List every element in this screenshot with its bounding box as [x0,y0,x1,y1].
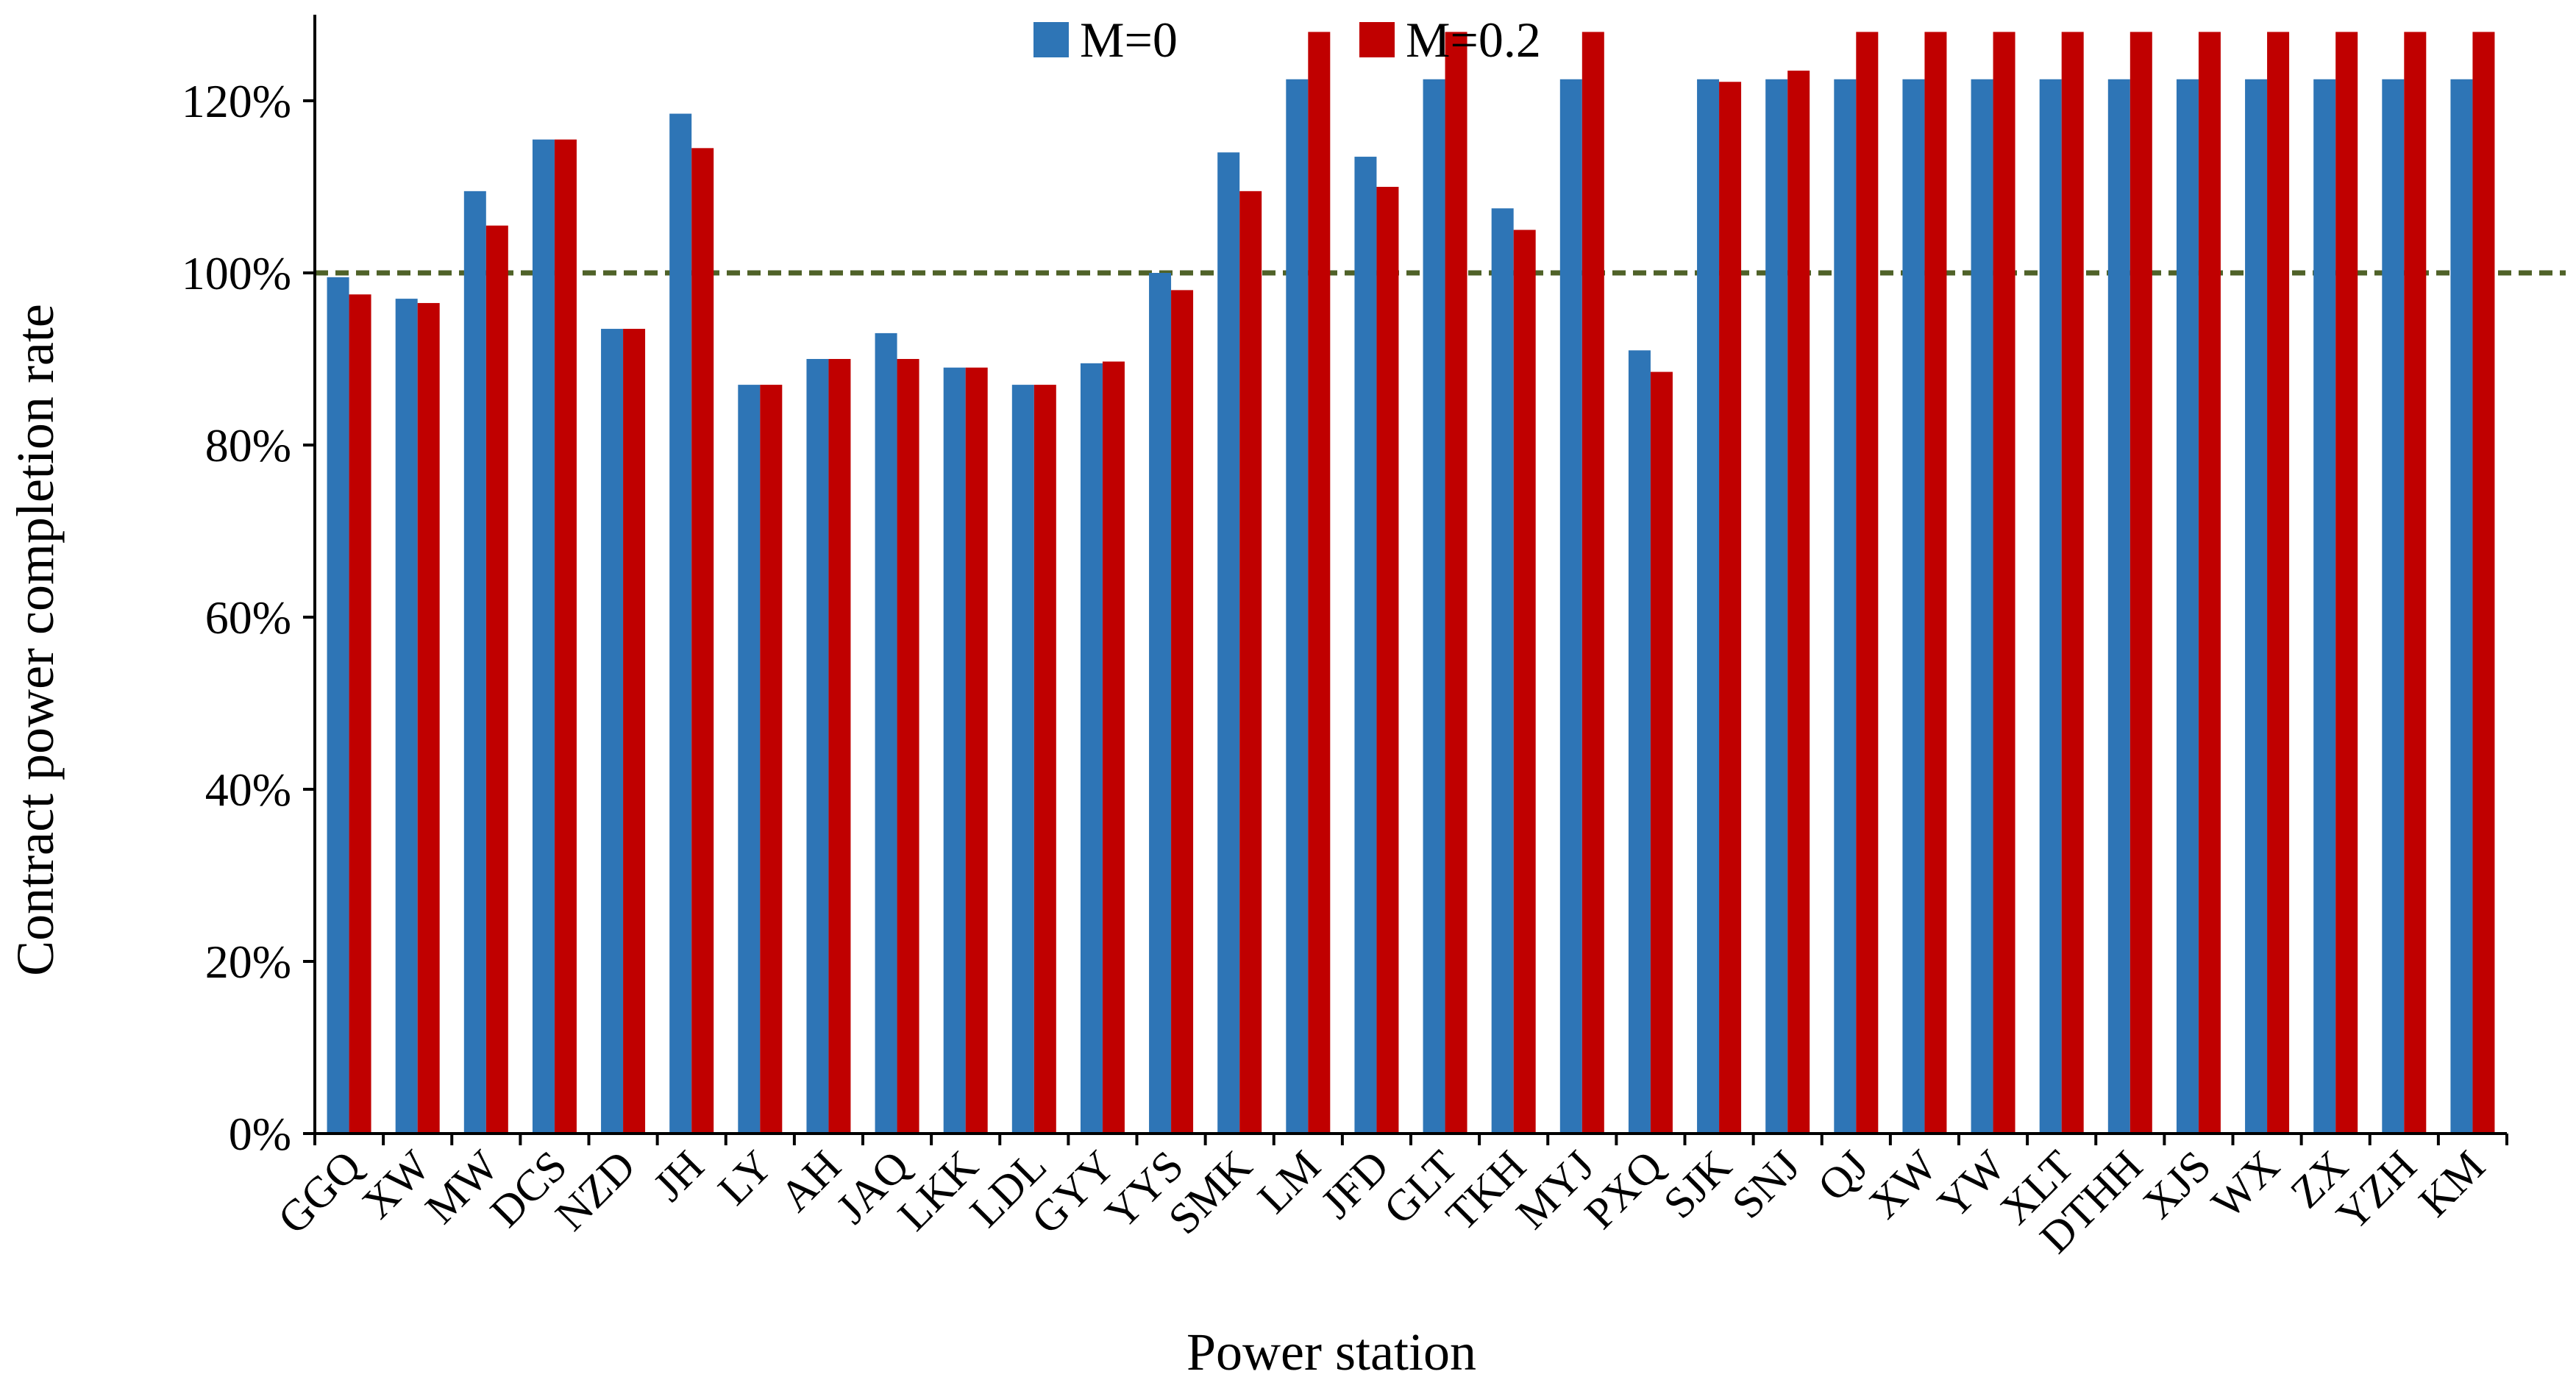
bar-m02 [1239,191,1262,1134]
bar-m0 [1423,79,1445,1134]
bar-m02 [1376,187,1399,1134]
bar-m0 [1697,79,1720,1134]
bar-m02 [623,329,646,1134]
bar-m02 [1102,361,1125,1134]
bar-m0 [1491,208,1514,1134]
bar-m0 [1971,79,1993,1134]
bar-m02 [1581,32,1604,1134]
y-tick-label: 60% [205,591,291,644]
x-tick-label: XJS [2134,1142,2220,1228]
bar-m0 [1559,79,1582,1134]
bar-m02 [965,367,988,1134]
bar-m02 [691,148,714,1134]
bar-m02 [897,359,919,1134]
bar-m0 [1354,157,1377,1134]
bar-m0 [806,359,829,1134]
bar-m02 [760,385,783,1134]
bar-m02 [485,225,508,1134]
bar-m02 [2198,32,2221,1134]
bar-m02 [828,359,851,1134]
bar-m02 [1033,385,1056,1134]
bar-m02 [1513,230,1536,1134]
y-axis-title: Contract power completion rate [6,304,65,976]
bar-m0 [2450,79,2473,1134]
bar-m0 [2245,79,2268,1134]
bar-m02 [1308,32,1331,1134]
bar-m02 [2335,32,2358,1134]
bar-m0 [532,139,555,1134]
y-tick-label: 100% [182,247,291,299]
x-tick-label: JH [644,1142,714,1211]
bar-m02 [1787,71,1810,1134]
x-tick-label: LM [1248,1142,1329,1223]
bar-m02 [1856,32,1879,1134]
bar-m0 [738,385,761,1134]
legend-swatch-m02 [1359,22,1395,57]
y-tick-label: 120% [182,75,291,127]
bar-m02 [2267,32,2290,1134]
y-tick-label: 20% [205,936,291,988]
x-axis-title: Power station [1186,1323,1476,1381]
y-tick-label: 40% [205,764,291,816]
bar-m0 [1011,385,1034,1134]
legend-label-m02: M=0.2 [1406,12,1541,68]
bar-m0 [463,191,486,1134]
bar-m02 [417,302,440,1134]
bar-m0 [2313,79,2336,1134]
y-ticks-layer: 0% 20% 40% 60% 80% 100% 120% [182,75,315,1160]
y-tick-label: 80% [205,419,291,472]
x-tick-label: XW [1860,1141,1946,1228]
bar-m0 [2107,79,2130,1134]
y-tick-label: 0% [229,1108,291,1160]
x-tick-label: MW [416,1141,508,1233]
x-tick-label: XW [353,1141,440,1228]
bar-m0 [1902,79,1925,1134]
bar-m02 [2472,32,2495,1134]
bar-m02 [1171,290,1194,1134]
bar-m0 [1217,152,1240,1134]
legend-swatch-m0 [1033,22,1069,57]
bar-m0 [875,332,897,1134]
bar-m02 [1445,32,1467,1134]
x-tick-label: JFD [1312,1142,1398,1228]
bar-m0 [601,329,624,1134]
bar-m0 [2382,79,2405,1134]
bar-m0 [1765,79,1788,1134]
bar-m0 [1834,79,1857,1134]
bar-m02 [349,294,371,1134]
x-tick-label: LY [709,1142,782,1214]
bar-m02 [554,139,577,1134]
bar-m02 [1924,32,1947,1134]
x-tick-label: WX [2202,1142,2288,1228]
x-tick-label: SNJ [1723,1142,1809,1228]
x-tick-label: YW [1928,1141,2015,1228]
bar-m0 [395,299,418,1134]
bar-m0 [1286,79,1309,1134]
bar-m0 [2176,79,2199,1134]
bar-m02 [2404,32,2427,1134]
bar-m02 [1650,371,1673,1134]
bar-m02 [1719,82,1742,1134]
bar-m0 [1080,363,1103,1134]
bar-m02 [2130,32,2152,1134]
bar-m0 [669,113,692,1134]
bar-m0 [1149,273,1172,1134]
x-tick-label: SJK [1654,1142,1740,1228]
bar-m0 [943,367,966,1134]
bar-m0 [327,277,349,1134]
legend-label-m0: M=0 [1080,12,1178,68]
bar-m0 [1628,350,1651,1134]
bar-m02 [1993,32,2015,1134]
bar-m02 [2061,32,2084,1134]
x-tick-label: NZD [546,1142,644,1240]
bars-layer [327,32,2495,1134]
x-tick-label: KM [2410,1142,2494,1226]
bar-m0 [2039,79,2062,1134]
legend: M=0 M=0.2 [1033,12,1541,68]
